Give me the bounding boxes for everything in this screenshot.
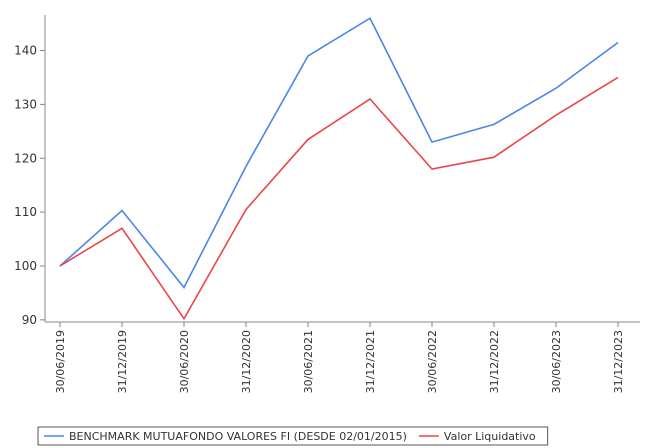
x-tick-label: 30/06/2022 xyxy=(426,330,439,393)
y-tick-label: 130 xyxy=(14,97,37,111)
y-tick-label: 140 xyxy=(14,44,37,58)
x-tick-label: 31/12/2019 xyxy=(116,330,129,393)
legend-label: Valor Liquidativo xyxy=(444,430,536,443)
x-tick-label: 31/12/2021 xyxy=(364,330,377,393)
x-tick-label: 31/12/2020 xyxy=(240,330,253,393)
y-tick-label: 110 xyxy=(14,205,37,219)
y-tick-label: 90 xyxy=(22,313,37,327)
x-tick-label: 31/12/2023 xyxy=(612,330,625,393)
legend-label: BENCHMARK MUTUAFONDO VALORES FI (DESDE 0… xyxy=(69,430,407,443)
y-tick-label: 120 xyxy=(14,151,37,165)
x-tick-label: 30/06/2019 xyxy=(54,330,67,393)
series-line xyxy=(59,17,619,289)
series-line xyxy=(59,76,619,321)
x-tick-label: 31/12/2022 xyxy=(488,330,501,393)
x-tick-label: 30/06/2020 xyxy=(178,330,191,393)
legend-box xyxy=(37,426,549,446)
y-tick-label: 100 xyxy=(14,259,37,273)
x-tick-label: 30/06/2021 xyxy=(302,330,315,393)
x-tick-label: 30/06/2023 xyxy=(550,330,563,393)
